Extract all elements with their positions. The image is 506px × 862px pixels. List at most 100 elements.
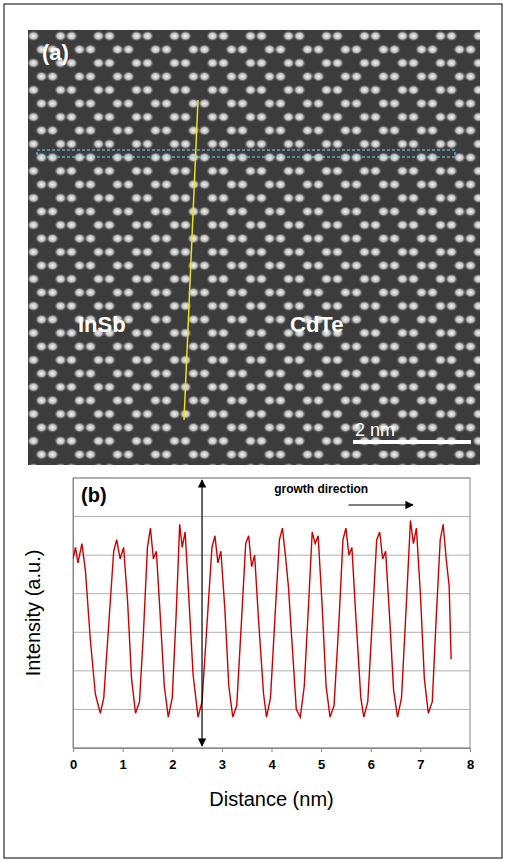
atom-column: [179, 355, 192, 366]
atom-column: [293, 58, 306, 69]
atom-column: [28, 31, 40, 42]
atom-column: [46, 314, 59, 325]
atom-column: [160, 341, 173, 352]
atom-column: [103, 166, 116, 177]
x-axis-line: [74, 749, 471, 753]
atom-column: [407, 220, 420, 231]
atom-column: [46, 71, 59, 82]
atom-column: [255, 139, 268, 150]
atom-column: [426, 449, 439, 460]
atom-column: [312, 422, 325, 433]
atom-column: [445, 463, 458, 466]
atom-column: [160, 125, 173, 136]
atom-column: [388, 341, 401, 352]
atom-column: [141, 274, 154, 285]
atom-column: [464, 206, 477, 217]
atom-column: [445, 301, 458, 312]
atom-column: [130, 463, 143, 466]
atom-column: [160, 71, 173, 82]
atom-column: [369, 58, 382, 69]
atom-column: [65, 382, 78, 393]
x-axis-title: Distance (nm): [209, 788, 333, 810]
atom-column: [350, 287, 363, 298]
atom-column: [274, 287, 287, 298]
atom-column: [472, 328, 480, 339]
atom-column: [217, 274, 230, 285]
atom-column: [472, 139, 480, 150]
atom-column: [217, 301, 230, 312]
micrograph: [28, 30, 480, 465]
atom-column: [179, 166, 192, 177]
atom-column: [198, 449, 211, 460]
atom-column: [217, 409, 230, 420]
atom-column: [464, 152, 477, 163]
x-tick-label: 0: [70, 757, 77, 772]
atom-column: [65, 463, 78, 466]
atom-column: [388, 206, 401, 217]
atom-column: [426, 125, 439, 136]
atom-column: [445, 382, 458, 393]
atom-column: [160, 233, 173, 244]
atom-column: [331, 58, 344, 69]
atom-column: [255, 274, 268, 285]
atom-column: [65, 301, 78, 312]
atom-column: [103, 463, 116, 466]
atom-column: [445, 112, 458, 123]
atom-column: [274, 368, 287, 379]
x-tick-mark: [420, 748, 421, 752]
atom-column: [293, 31, 306, 42]
atom-column: [331, 220, 344, 231]
atom-column: [46, 395, 59, 406]
atom-column: [160, 98, 173, 109]
atom-column: [217, 328, 230, 339]
atom-column: [179, 112, 192, 123]
atom-column: [388, 98, 401, 109]
atom-column: [472, 220, 480, 231]
atom-column: [122, 449, 135, 460]
atom-column: [103, 31, 116, 42]
y-axis: [73, 479, 75, 749]
atom-column: [434, 463, 447, 466]
x-tick-mark: [470, 748, 471, 752]
atom-column: [472, 58, 480, 69]
atom-column: [65, 220, 78, 231]
atom-column: [407, 463, 420, 466]
atom-column: [274, 422, 287, 433]
atom-column: [274, 71, 287, 82]
atom-column: [236, 71, 249, 82]
atom-column: [103, 112, 116, 123]
atom-column: [198, 179, 211, 190]
x-tick: 0: [70, 748, 77, 772]
atom-column: [46, 341, 59, 352]
atom-column: [84, 341, 97, 352]
atom-column: [28, 193, 40, 204]
region-label: InSb: [78, 312, 126, 337]
atom-column: [388, 44, 401, 55]
atom-column: [103, 85, 116, 96]
atom-column: [369, 193, 382, 204]
atom-column: [274, 449, 287, 460]
atom-column: [28, 463, 40, 466]
atom-column: [84, 449, 97, 460]
atom-column: [274, 98, 287, 109]
atom-column: [426, 260, 439, 271]
atom-column: [388, 71, 401, 82]
atom-column: [103, 301, 116, 312]
atom-column: [206, 463, 219, 466]
atom-column: [293, 382, 306, 393]
atom-column: [103, 409, 116, 420]
atom-column: [369, 112, 382, 123]
atom-column: [331, 382, 344, 393]
atom-column: [122, 179, 135, 190]
atom-column: [331, 436, 344, 447]
x-tick-mark: [272, 748, 273, 752]
atom-column: [445, 58, 458, 69]
line-profile-chart: 012345678growth direction(b)Intensity (a…: [22, 478, 474, 810]
atom-column: [426, 206, 439, 217]
x-tick-mark: [371, 748, 372, 752]
atom-column: [122, 98, 135, 109]
atom-column: [472, 193, 480, 204]
atom-column: [464, 260, 477, 271]
atom-column: [179, 436, 192, 447]
atom-column: [103, 247, 116, 258]
